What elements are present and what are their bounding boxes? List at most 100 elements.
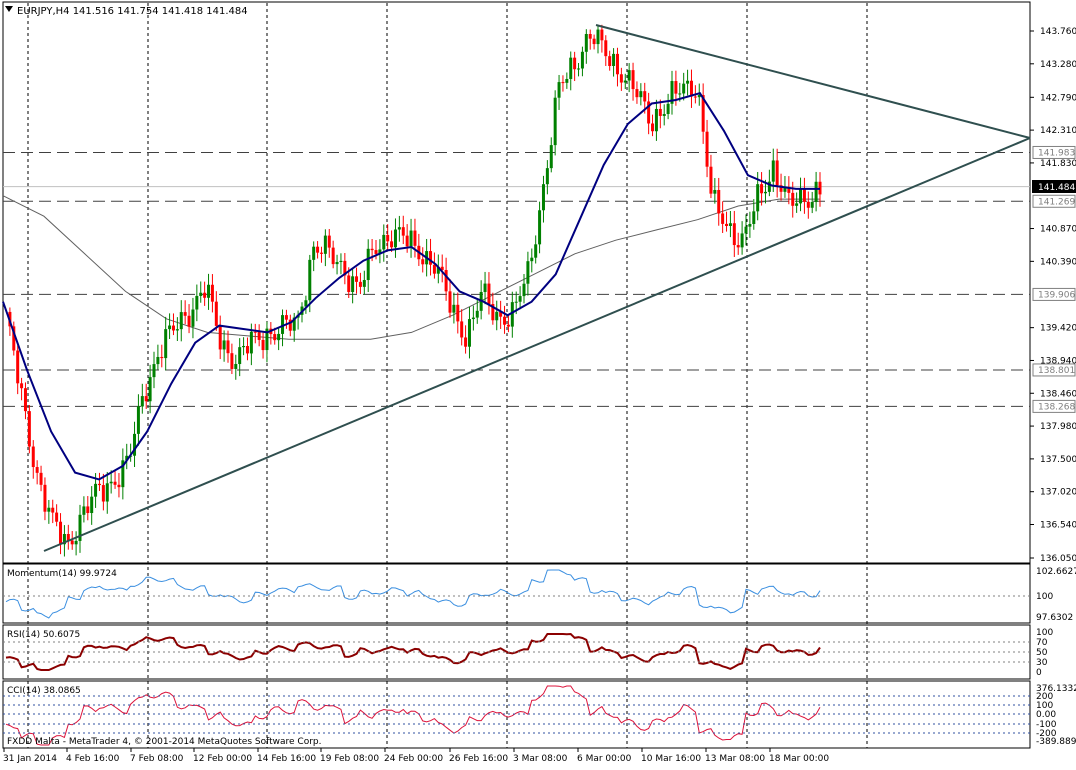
price-axis-label: 136.540: [1040, 521, 1076, 531]
candle-body: [541, 184, 545, 211]
candle-body: [140, 396, 144, 407]
candle-body: [682, 83, 686, 94]
candle-body: [117, 484, 121, 488]
level-price-tag: [1032, 145, 1076, 159]
triangle-down-icon[interactable]: [5, 6, 13, 12]
candle-body: [171, 325, 175, 331]
candle-body: [16, 350, 20, 384]
candle-body: [658, 108, 662, 116]
candle-body: [600, 29, 604, 41]
candle-body: [97, 483, 101, 486]
candle-body: [452, 304, 456, 313]
candle-body: [467, 319, 471, 347]
price-axis-label: 137.020: [1040, 488, 1076, 498]
level-price-tag: [1032, 287, 1076, 301]
momentum-pane[interactable]: [2, 563, 1031, 624]
momentum-scale-label: 102.6627: [1036, 567, 1076, 577]
candle-body: [693, 96, 697, 98]
candle-body: [257, 331, 261, 340]
candle-body: [588, 34, 592, 39]
candle-body: [347, 275, 351, 293]
time-axis-label: 26 Feb 16:00: [449, 754, 508, 764]
candle-body: [767, 181, 771, 192]
price-axis-label: 143.280: [1040, 60, 1076, 70]
candle-body: [59, 521, 63, 545]
descending-trendline[interactable]: [595, 24, 1031, 139]
candle-body: [421, 259, 425, 265]
rsi-scale-label: 100: [1036, 628, 1053, 638]
candle-body: [253, 331, 257, 333]
rsi-scale-label: 30: [1036, 658, 1048, 668]
fast-moving-average-line: [2, 92, 820, 481]
time-axis-label: 14 Feb 16:00: [257, 754, 316, 764]
time-axis-label: 19 Feb 08:00: [320, 754, 379, 764]
candle-body: [242, 345, 246, 348]
candle-body: [397, 227, 401, 230]
candle-body: [514, 301, 518, 303]
candle-body: [144, 396, 148, 402]
candle-body: [308, 259, 312, 301]
candle-body: [35, 467, 39, 473]
main-chart-pane[interactable]: [2, 1, 1031, 564]
candle-body: [553, 97, 557, 146]
candle-body: [238, 347, 242, 365]
candle-body: [752, 211, 756, 224]
candle-body: [725, 223, 729, 226]
level-price-tag-text: 138.801: [1038, 366, 1075, 376]
candle-body: [245, 345, 249, 354]
candle-body: [187, 315, 191, 327]
rsi-label: RSI(14) 50.6075: [7, 630, 80, 640]
candle-body: [732, 223, 736, 246]
candle-body: [795, 203, 799, 206]
candle-body: [565, 78, 569, 83]
candle-body: [343, 260, 347, 276]
price-axis-label: 142.790: [1040, 93, 1076, 103]
candle-body: [362, 280, 366, 287]
ascending-trendline[interactable]: [43, 137, 1031, 552]
candle-body: [806, 201, 810, 208]
candle-body: [125, 455, 129, 461]
cci-label: CCI(14) 38.0865: [7, 686, 81, 696]
candle-body: [199, 292, 203, 296]
price-axis-label: 142.310: [1040, 126, 1076, 136]
candle-body: [358, 281, 362, 287]
candle-body: [378, 249, 382, 254]
candle-body: [273, 334, 277, 341]
candle-body: [265, 328, 269, 351]
cci-scale-label: -100: [1036, 720, 1057, 730]
candle-body: [631, 70, 635, 90]
candle-body: [168, 325, 172, 330]
candle-body: [483, 283, 487, 292]
candle-body: [557, 82, 561, 98]
level-price-tag-text: 141.269: [1038, 197, 1075, 207]
candle-body: [608, 56, 612, 66]
price-axis-label: 139.420: [1040, 324, 1076, 334]
candle-body: [261, 339, 265, 351]
candle-body: [518, 296, 522, 302]
candle-body: [717, 189, 721, 214]
candle-body: [639, 91, 643, 98]
candle-body: [697, 95, 701, 98]
candle-body: [444, 270, 448, 292]
candle-body: [596, 29, 600, 45]
candle-body: [121, 460, 125, 488]
candle-body: [429, 251, 433, 265]
current-price-tag: [1032, 180, 1076, 193]
candle-body: [405, 235, 409, 247]
candle-body: [335, 262, 339, 265]
candle-body: [534, 244, 538, 258]
candle-body: [355, 276, 359, 282]
candle-body: [90, 496, 94, 514]
candle-body: [339, 260, 343, 263]
copyright-watermark: FXDD Malta - MetaTrader 4, © 2001-2014 M…: [7, 737, 322, 747]
candle-body: [409, 230, 413, 247]
candle-body: [471, 317, 475, 320]
candle-body: [460, 321, 464, 338]
candle-body: [207, 284, 211, 298]
candle-body: [491, 304, 495, 321]
candle-body: [203, 292, 207, 298]
candle-body: [183, 312, 187, 316]
candle-body: [771, 160, 775, 182]
